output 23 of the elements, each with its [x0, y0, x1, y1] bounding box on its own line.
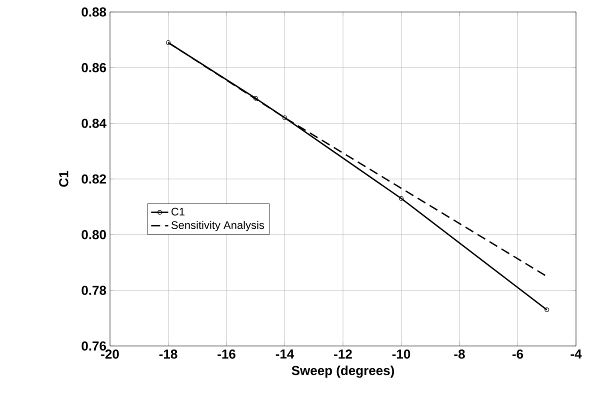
x-tick-label: -4 — [570, 350, 582, 358]
y-tick-label: 0.82 — [82, 174, 106, 184]
y-tick-label: 0.84 — [82, 118, 106, 128]
x-tick-label: -8 — [454, 350, 465, 359]
y-tick-label: 0.86 — [82, 63, 106, 72]
x-tick-label: -10 — [392, 350, 410, 359]
x-axis-title: Sweep (degrees) — [292, 366, 394, 378]
x-tick-label: -12 — [334, 350, 352, 359]
legend-label: C1 — [172, 208, 184, 216]
point — [398, 196, 404, 201]
x-tick-label: -18 — [159, 350, 178, 359]
y-tick-label: 0.88 — [82, 7, 106, 17]
x-tick-label: -14 — [276, 350, 294, 358]
y-tick-label: 0.80 — [82, 230, 106, 240]
x-tick-label: -16 — [218, 350, 236, 359]
y-tick-label: 0.76 — [82, 341, 106, 351]
y-axis-title: C1 — [59, 171, 68, 187]
legend-label: Sensitivity Analysis — [171, 220, 264, 232]
point — [282, 115, 288, 120]
y-tick-label: 0.78 — [82, 286, 106, 295]
point — [253, 96, 258, 101]
x-tick-label: -20 — [101, 350, 119, 359]
x-tick-label: -6 — [512, 350, 524, 359]
